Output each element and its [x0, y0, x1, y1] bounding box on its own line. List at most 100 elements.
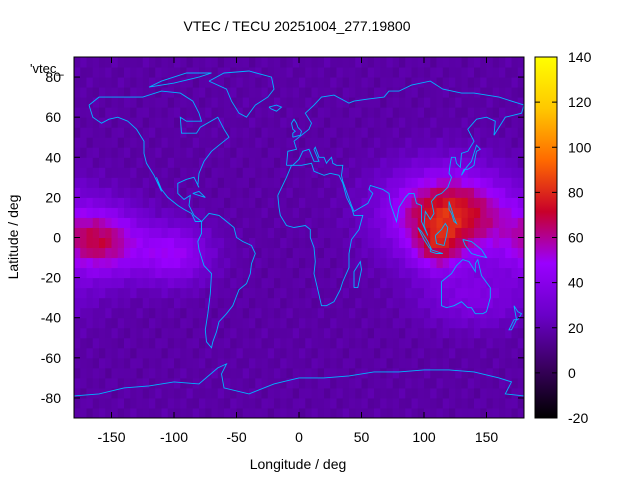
- heatmap-cell: [305, 67, 312, 78]
- heatmap-cell: [405, 327, 412, 339]
- heatmap-cell: [142, 397, 150, 409]
- heatmap-cell: [130, 107, 137, 118]
- heatmap-cell: [417, 127, 425, 138]
- heatmap-cell: [80, 177, 87, 188]
- heatmap-cell: [80, 57, 87, 68]
- heatmap-cell: [130, 387, 137, 399]
- heatmap-cell: [249, 307, 256, 319]
- heatmap-cell: [211, 197, 219, 208]
- heatmap-cell: [392, 177, 400, 188]
- heatmap-cell: [274, 387, 281, 399]
- heatmap-cell: [117, 367, 125, 379]
- heatmap-cell: [411, 317, 419, 329]
- heatmap-cell: [192, 297, 200, 309]
- heatmap-cell: [86, 267, 94, 279]
- heatmap-cell: [211, 347, 219, 359]
- heatmap-cell: [380, 167, 387, 178]
- heatmap-cell: [280, 217, 287, 228]
- heatmap-cell: [186, 197, 194, 208]
- heatmap-cell: [374, 287, 381, 299]
- heatmap-cell: [261, 217, 269, 228]
- heatmap-cell: [255, 57, 262, 68]
- heatmap-cell: [167, 237, 175, 249]
- heatmap-cell: [130, 57, 137, 68]
- heatmap-cell: [161, 367, 169, 379]
- heatmap-cell: [436, 127, 444, 138]
- heatmap-cell: [267, 137, 275, 148]
- heatmap-cell: [180, 247, 187, 259]
- heatmap-cell: [424, 147, 431, 158]
- heatmap-cell: [399, 57, 406, 68]
- heatmap-cell: [74, 207, 81, 218]
- heatmap-cell: [224, 297, 231, 309]
- heatmap-cell: [436, 117, 444, 128]
- heatmap-cell: [355, 407, 362, 419]
- heatmap-cell: [99, 127, 106, 138]
- heatmap-cell: [249, 177, 256, 188]
- heatmap-cell: [117, 247, 125, 259]
- heatmap-cell: [99, 227, 106, 238]
- heatmap-cell: [111, 177, 119, 188]
- heatmap-cell: [267, 177, 275, 188]
- heatmap-cell: [124, 137, 131, 148]
- heatmap-cell: [305, 277, 312, 289]
- heatmap-cell: [286, 307, 294, 319]
- heatmap-cell: [349, 277, 356, 289]
- heatmap-cell: [467, 257, 475, 269]
- heatmap-cell: [280, 357, 287, 369]
- heatmap-cell: [474, 407, 481, 419]
- heatmap-cell: [342, 307, 350, 319]
- heatmap-cell: [505, 117, 512, 128]
- heatmap-cell: [255, 377, 262, 389]
- heatmap-cell: [224, 207, 231, 218]
- heatmap-cell: [517, 247, 525, 259]
- heatmap-cell: [324, 307, 331, 319]
- heatmap-cell: [267, 367, 275, 379]
- heatmap-cell: [92, 387, 100, 399]
- heatmap-cell: [255, 337, 262, 349]
- heatmap-cell: [417, 57, 425, 68]
- heatmap-cell: [142, 207, 150, 218]
- heatmap-cell: [399, 237, 406, 249]
- heatmap-cell: [299, 387, 306, 399]
- heatmap-cell: [174, 337, 181, 349]
- heatmap-cell: [117, 407, 125, 419]
- heatmap-cell: [386, 127, 394, 138]
- heatmap-cell: [205, 197, 212, 208]
- heatmap-cell: [430, 327, 437, 339]
- heatmap-cell: [436, 317, 444, 329]
- heatmap-cell: [274, 97, 281, 108]
- heatmap-cell: [505, 107, 512, 118]
- heatmap-cell: [199, 347, 206, 359]
- heatmap-cell: [80, 167, 87, 178]
- heatmap-cell: [305, 127, 312, 138]
- heatmap-cell: [374, 137, 381, 148]
- heatmap-cell: [230, 87, 237, 98]
- heatmap-cell: [355, 127, 362, 138]
- heatmap-cell: [142, 67, 150, 78]
- heatmap-cell: [74, 407, 81, 419]
- heatmap-cell: [474, 297, 481, 309]
- heatmap-cell: [411, 207, 419, 218]
- heatmap-cell: [486, 367, 494, 379]
- heatmap-cell: [130, 197, 137, 208]
- heatmap-cell: [286, 407, 294, 419]
- heatmap-cell: [399, 297, 406, 309]
- heatmap-cell: [192, 337, 200, 349]
- heatmap-cell: [211, 297, 219, 309]
- heatmap-cell: [86, 347, 94, 359]
- heatmap-cell: [142, 277, 150, 289]
- heatmap-cell: [324, 277, 331, 289]
- heatmap-cell: [199, 267, 206, 279]
- heatmap-cell: [424, 337, 431, 349]
- heatmap-cell: [205, 87, 212, 98]
- heatmap-cell: [236, 217, 244, 228]
- heatmap-cell: [399, 107, 406, 118]
- heatmap-cell: [486, 347, 494, 359]
- heatmap-cell: [392, 297, 400, 309]
- heatmap-cell: [149, 177, 156, 188]
- heatmap-cell: [505, 77, 512, 88]
- heatmap-cell: [436, 287, 444, 299]
- heatmap-cell: [261, 107, 269, 118]
- heatmap-cell: [474, 227, 481, 238]
